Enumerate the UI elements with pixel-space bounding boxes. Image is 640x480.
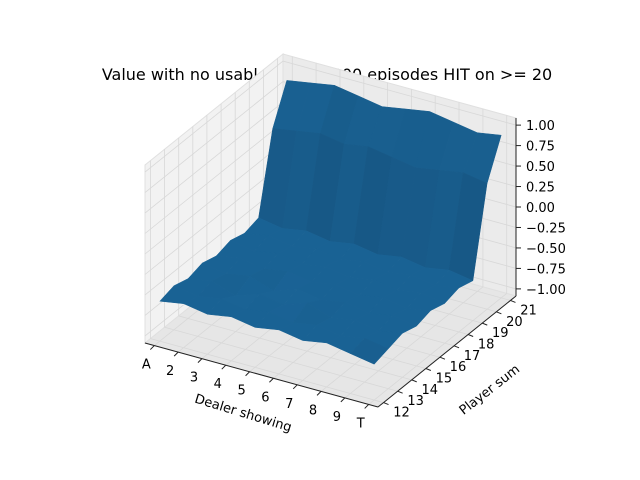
z-tick-label: 1.00 [526,119,555,134]
y-tick-label: 12 [393,406,410,421]
y-tick-label: 15 [436,372,453,387]
z-tick-label: 0.75 [526,140,555,155]
y-tick-mark [411,379,417,383]
grid-line-y [150,160,384,403]
x-tick-mark [292,384,298,390]
x-tick-label: T [356,416,365,431]
x-tick-label: 8 [309,403,317,418]
x-tick-mark [221,364,227,370]
y-axis-label: Player sum [457,362,523,418]
z-tick-label: −0.75 [526,262,566,277]
x-tick-label: 4 [214,377,222,392]
x-axis-line [144,342,379,408]
grid-line-y [178,137,412,381]
y-tick-label: 17 [464,349,481,364]
x-tick-label: 2 [166,364,174,379]
x-tick-mark [245,371,250,377]
y-tick-mark [482,322,488,326]
y-tick-mark [453,345,460,349]
y-tick-label: 18 [478,337,495,352]
x-tick-mark [173,351,179,357]
y-tick-label: 20 [506,315,523,330]
y-tick-mark [425,368,432,371]
z-tick-label: −0.25 [526,221,566,236]
grid-line-x [368,115,508,405]
value-surface [159,80,502,365]
z-tick-label: 0.25 [526,181,555,196]
x-tick-label: 5 [237,384,245,399]
y-tick-label: 21 [520,303,537,318]
x-tick-label: 3 [190,371,198,386]
y-tick-mark [439,356,446,360]
grid-line-y [164,149,398,392]
x-tick-mark [340,397,346,403]
x-tick-label: 9 [333,410,341,425]
y-tick-label: 14 [421,383,438,398]
z-tick-labels: −1.00 −0.75 −0.50 −0.25 0.00 0.25 0.50 0.75 1.00 [516,119,566,298]
y-tick-mark [467,334,474,337]
y-tick-label: 19 [492,326,509,341]
surface-patch [349,337,389,365]
x-tick-mark [364,404,370,409]
x-tick-mark [149,345,155,350]
z-tick-label: 0.50 [526,160,555,175]
grid-line-z [144,60,517,173]
x-tick-mark [316,391,322,396]
x-tick-mark [197,358,203,363]
z-tick-label: −0.50 [526,242,566,257]
z-tick-label: −1.00 [526,283,566,298]
y-tick-label: 16 [450,360,467,375]
z-tick-label: 0.00 [526,201,555,216]
x-tick-label: 7 [285,397,293,412]
y-tick-label: 13 [407,394,424,409]
y-tick-mark [397,390,403,394]
y-tick-mark [510,299,516,303]
y-tick-mark [496,311,502,315]
x-tick-label: A [142,358,151,373]
x-tick-label: 6 [261,390,269,405]
y-tick-mark [383,402,389,406]
y-axis-line [377,295,517,408]
x-tick-mark [269,377,274,383]
